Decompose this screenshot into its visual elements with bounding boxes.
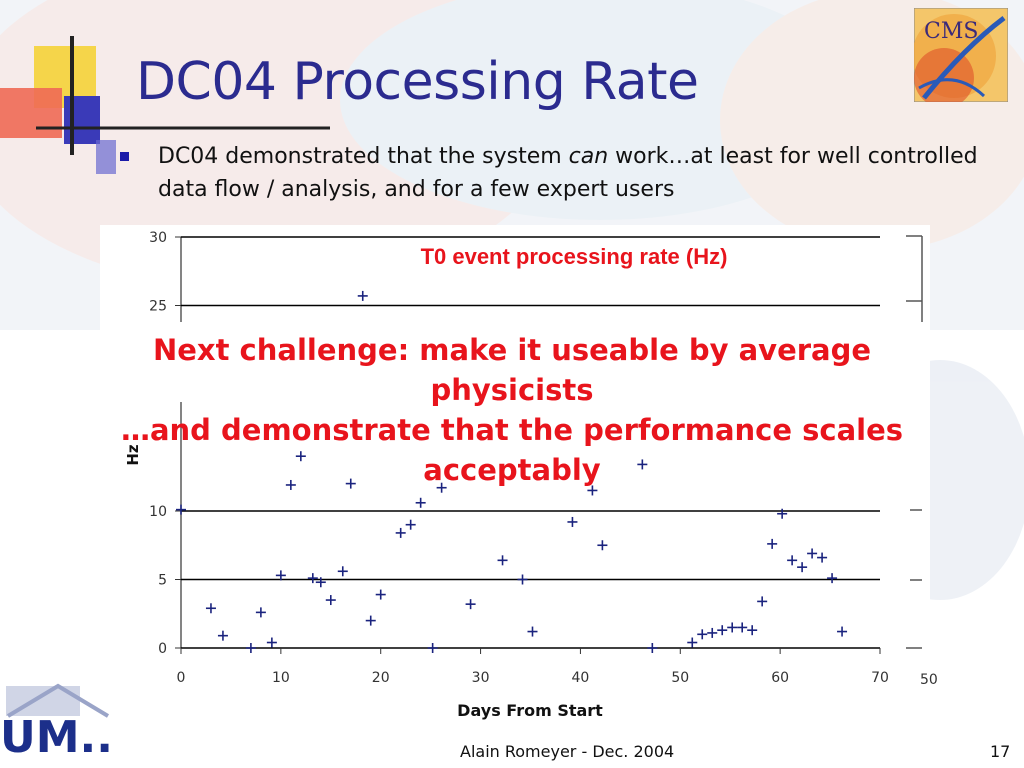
data-point [737, 622, 748, 633]
data-point [415, 497, 426, 508]
data-point [285, 479, 296, 490]
data-point [597, 540, 608, 551]
data-point [757, 596, 768, 607]
x-tick-label: 10 [272, 670, 290, 686]
y-axis-label: Hz [124, 444, 142, 466]
data-point [275, 570, 286, 581]
data-point [697, 629, 708, 640]
data-point [357, 290, 368, 301]
slide-title: DC04 Processing Rate [136, 52, 699, 112]
data-point [767, 538, 778, 549]
callout-line-4: acceptably [423, 453, 601, 487]
data-point [345, 478, 356, 489]
chart-background [100, 225, 930, 685]
data-point [567, 516, 578, 527]
data-point [337, 566, 348, 577]
data-point [176, 504, 186, 515]
x-axis-label: Days From Start [457, 701, 603, 720]
overlay-backdrop [100, 322, 930, 402]
data-point [787, 555, 798, 566]
x-tick-label: 30 [472, 670, 490, 686]
data-point [497, 555, 508, 566]
bullet-text: DC04 demonstrated that the system can wo… [158, 140, 978, 206]
data-point [837, 626, 848, 637]
cms-logo-text: CMS [924, 19, 978, 44]
data-point [266, 637, 277, 648]
data-point [777, 508, 788, 519]
data-point [797, 562, 808, 573]
callout-line-1: Next challenge: make it useable by avera… [152, 333, 872, 367]
data-point [205, 603, 216, 614]
x-tick-label: 40 [572, 670, 590, 686]
data-point [395, 527, 406, 538]
data-point [255, 607, 266, 618]
data-point [465, 599, 476, 610]
data-point [427, 643, 438, 653]
data-point [375, 589, 386, 600]
data-point [365, 615, 376, 626]
bullet-text-italic: can [568, 144, 609, 169]
y-tick-label: 10 [149, 504, 167, 520]
data-point [827, 573, 838, 584]
footer-author: Alain Romeyer - Dec. 2004 [460, 742, 675, 761]
deco-square-red [0, 88, 62, 138]
callout-line-3: …and demonstrate that the performance sc… [120, 413, 904, 447]
data-point [307, 573, 318, 584]
bullet-text-part1: DC04 demonstrated that the system [158, 144, 569, 169]
data-point [325, 595, 336, 606]
data-point [707, 627, 718, 638]
y-tick-label: 0 [158, 641, 167, 657]
x-tick-label: 60 [771, 670, 789, 686]
data-point [527, 626, 538, 637]
data-point [687, 637, 698, 648]
data-point [517, 574, 528, 585]
callout-line-2: physicists [430, 373, 594, 407]
data-point [717, 625, 728, 636]
x-tick-label: 50 [671, 670, 689, 686]
bullet-text-part2: work…at least for well controlled data f… [158, 144, 978, 202]
x-tick-label: 20 [372, 670, 390, 686]
data-point [295, 451, 306, 462]
data-point [747, 625, 758, 636]
data-point [217, 630, 228, 641]
y-tick-label: 30 [149, 230, 167, 246]
cms-logo: CMS [914, 8, 1008, 102]
um-logo-text: UM.. [0, 712, 113, 763]
data-point [727, 622, 738, 633]
bullet-square-icon [120, 152, 129, 161]
data-point [817, 552, 828, 563]
data-point [807, 548, 818, 559]
data-point [587, 485, 598, 496]
data-point [405, 519, 416, 530]
y-tick-label: 25 [149, 299, 167, 315]
data-point [436, 482, 447, 493]
chart-title: T0 event processing rate (Hz) [421, 244, 728, 269]
x-tick-label: 0 [177, 670, 186, 686]
x-tick-label: 70 [871, 670, 889, 686]
stray-tick-label: 50 [920, 672, 938, 688]
page-number: 17 [990, 742, 1011, 761]
data-point [637, 459, 648, 470]
challenge-callout: Next challenge: make it useable by avera… [0, 330, 1024, 490]
y-tick-label: 5 [158, 573, 167, 589]
um-logo: UM.. [0, 683, 113, 763]
data-point [647, 643, 658, 653]
data-point [245, 643, 256, 653]
data-point [315, 577, 326, 588]
